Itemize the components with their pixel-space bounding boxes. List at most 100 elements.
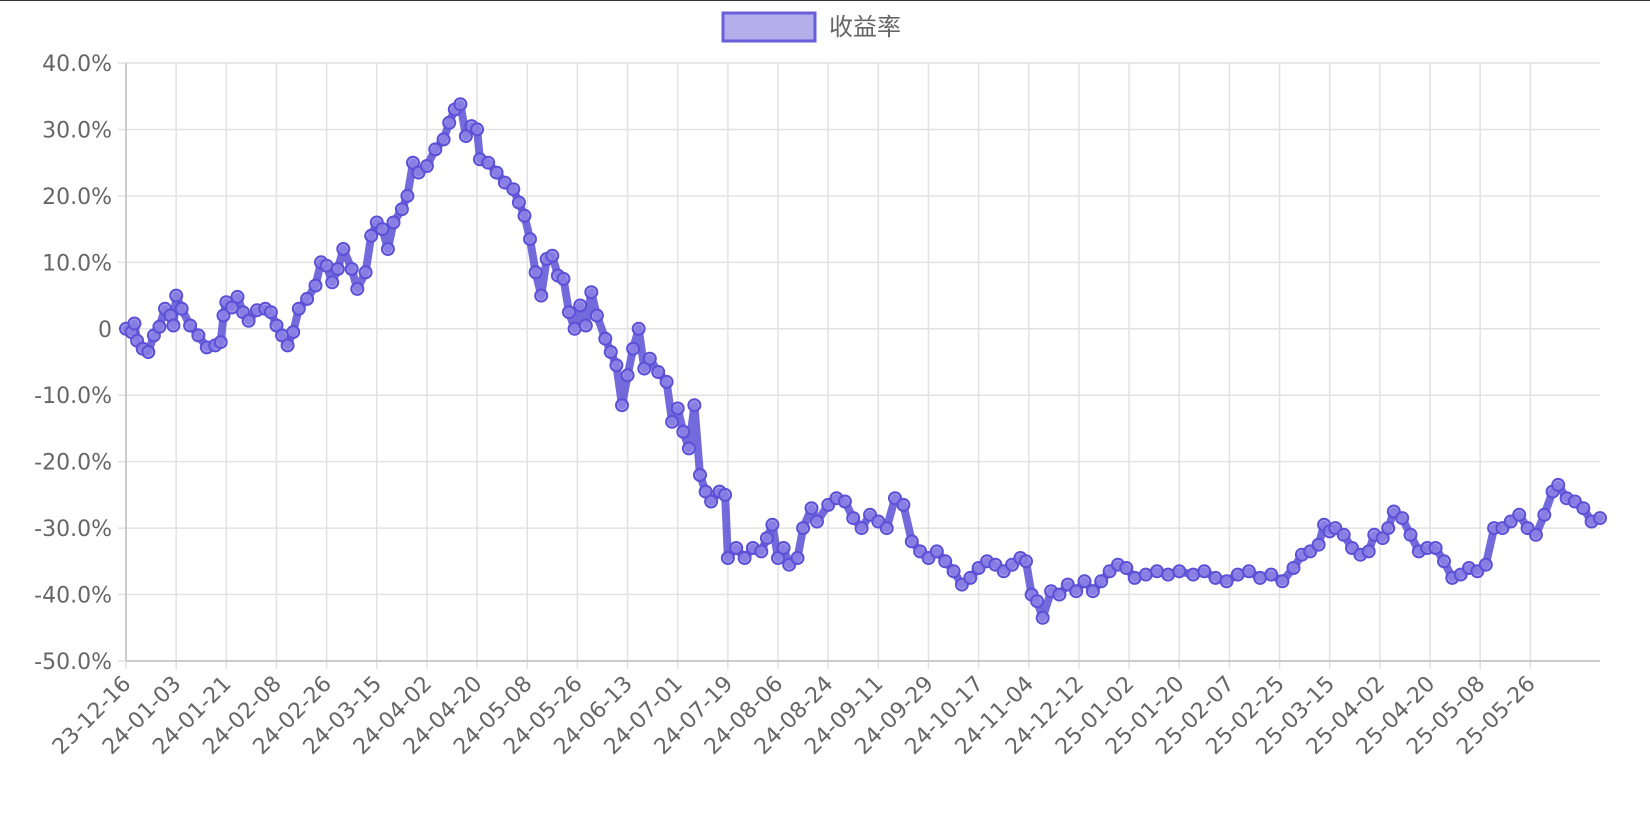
data-point bbox=[286, 325, 301, 340]
series-returns bbox=[119, 97, 1607, 625]
data-point bbox=[183, 318, 198, 333]
data-point bbox=[174, 301, 189, 316]
data-point bbox=[904, 534, 919, 549]
data-point bbox=[506, 182, 521, 197]
data-point bbox=[879, 521, 894, 536]
data-point bbox=[263, 305, 278, 320]
data-point bbox=[704, 494, 719, 509]
data-point bbox=[470, 122, 485, 137]
data-point bbox=[213, 335, 228, 350]
data-point bbox=[166, 318, 181, 333]
data-point bbox=[963, 570, 978, 585]
y-tick-label: 40.0% bbox=[42, 52, 112, 77]
data-point bbox=[846, 511, 861, 526]
data-point bbox=[1030, 594, 1045, 609]
data-point bbox=[481, 155, 496, 170]
data-point bbox=[280, 338, 295, 353]
data-point bbox=[1241, 564, 1256, 579]
data-point bbox=[336, 242, 351, 256]
data-point bbox=[1161, 567, 1176, 582]
data-point bbox=[319, 258, 334, 273]
data-point bbox=[350, 281, 365, 296]
data-point bbox=[394, 202, 409, 217]
data-point bbox=[489, 165, 504, 180]
data-point bbox=[419, 159, 434, 173]
data-point bbox=[169, 288, 184, 303]
y-tick-label: 10.0% bbox=[42, 251, 112, 276]
data-point bbox=[1069, 584, 1084, 599]
data-point bbox=[1197, 564, 1212, 579]
legend-swatch[interactable] bbox=[721, 11, 817, 43]
data-point bbox=[330, 262, 345, 276]
data-point bbox=[1551, 477, 1566, 492]
data-point bbox=[141, 345, 156, 359]
data-point bbox=[776, 541, 791, 555]
data-point bbox=[453, 97, 468, 112]
data-point bbox=[1019, 554, 1033, 569]
y-tick-label: 30.0% bbox=[42, 118, 112, 143]
data-point bbox=[1094, 574, 1109, 589]
data-point bbox=[534, 288, 549, 303]
data-point bbox=[344, 262, 359, 276]
data-point bbox=[1336, 527, 1351, 542]
data-point bbox=[642, 351, 657, 366]
data-point bbox=[651, 365, 666, 379]
data-point bbox=[1172, 564, 1187, 579]
data-point bbox=[1437, 554, 1451, 569]
data-point bbox=[584, 285, 599, 300]
data-point bbox=[1528, 527, 1543, 542]
data-point bbox=[325, 275, 340, 290]
data-point bbox=[400, 188, 415, 203]
data-point bbox=[1219, 574, 1234, 589]
data-point bbox=[938, 554, 953, 569]
data-point bbox=[364, 228, 379, 243]
data-point bbox=[687, 398, 702, 413]
data-point bbox=[511, 195, 526, 210]
data-point bbox=[1478, 557, 1493, 572]
y-tick-label: -50.0% bbox=[34, 650, 112, 675]
data-point bbox=[216, 308, 231, 323]
data-point bbox=[1085, 584, 1100, 599]
y-tick-label: 20.0% bbox=[42, 185, 112, 210]
data-point bbox=[1286, 561, 1301, 575]
data-point bbox=[1361, 544, 1376, 559]
data-point bbox=[241, 313, 256, 328]
data-point bbox=[659, 374, 674, 389]
data-point bbox=[1428, 541, 1443, 555]
data-point bbox=[603, 345, 618, 359]
data-point bbox=[428, 142, 443, 157]
data-point bbox=[578, 318, 593, 333]
data-point bbox=[810, 514, 824, 529]
data-point bbox=[631, 321, 646, 336]
data-point bbox=[1119, 561, 1134, 575]
legend[interactable]: 收益率 bbox=[721, 11, 901, 43]
legend-label[interactable]: 收益率 bbox=[829, 13, 901, 41]
data-point bbox=[1395, 511, 1410, 526]
data-point bbox=[308, 278, 323, 293]
data-point bbox=[517, 208, 532, 223]
data-point bbox=[681, 441, 696, 456]
data-point bbox=[896, 497, 911, 512]
data-point bbox=[358, 265, 373, 280]
data-point bbox=[1264, 567, 1279, 582]
data-point bbox=[754, 544, 769, 559]
data-point bbox=[1593, 511, 1607, 526]
data-point bbox=[693, 468, 707, 482]
data-point bbox=[720, 551, 735, 565]
data-point bbox=[1035, 610, 1050, 625]
data-point bbox=[386, 215, 401, 230]
data-point bbox=[676, 424, 691, 439]
data-point bbox=[609, 358, 624, 373]
data-point bbox=[765, 517, 780, 532]
y-tick-label: -10.0% bbox=[34, 384, 112, 409]
data-point bbox=[729, 541, 744, 555]
data-point bbox=[718, 487, 733, 502]
data-point bbox=[1138, 567, 1153, 582]
data-point bbox=[759, 531, 774, 546]
data-point bbox=[528, 265, 543, 280]
y-tick-label: -30.0% bbox=[34, 517, 112, 542]
data-point bbox=[523, 232, 537, 247]
data-point bbox=[442, 115, 457, 130]
